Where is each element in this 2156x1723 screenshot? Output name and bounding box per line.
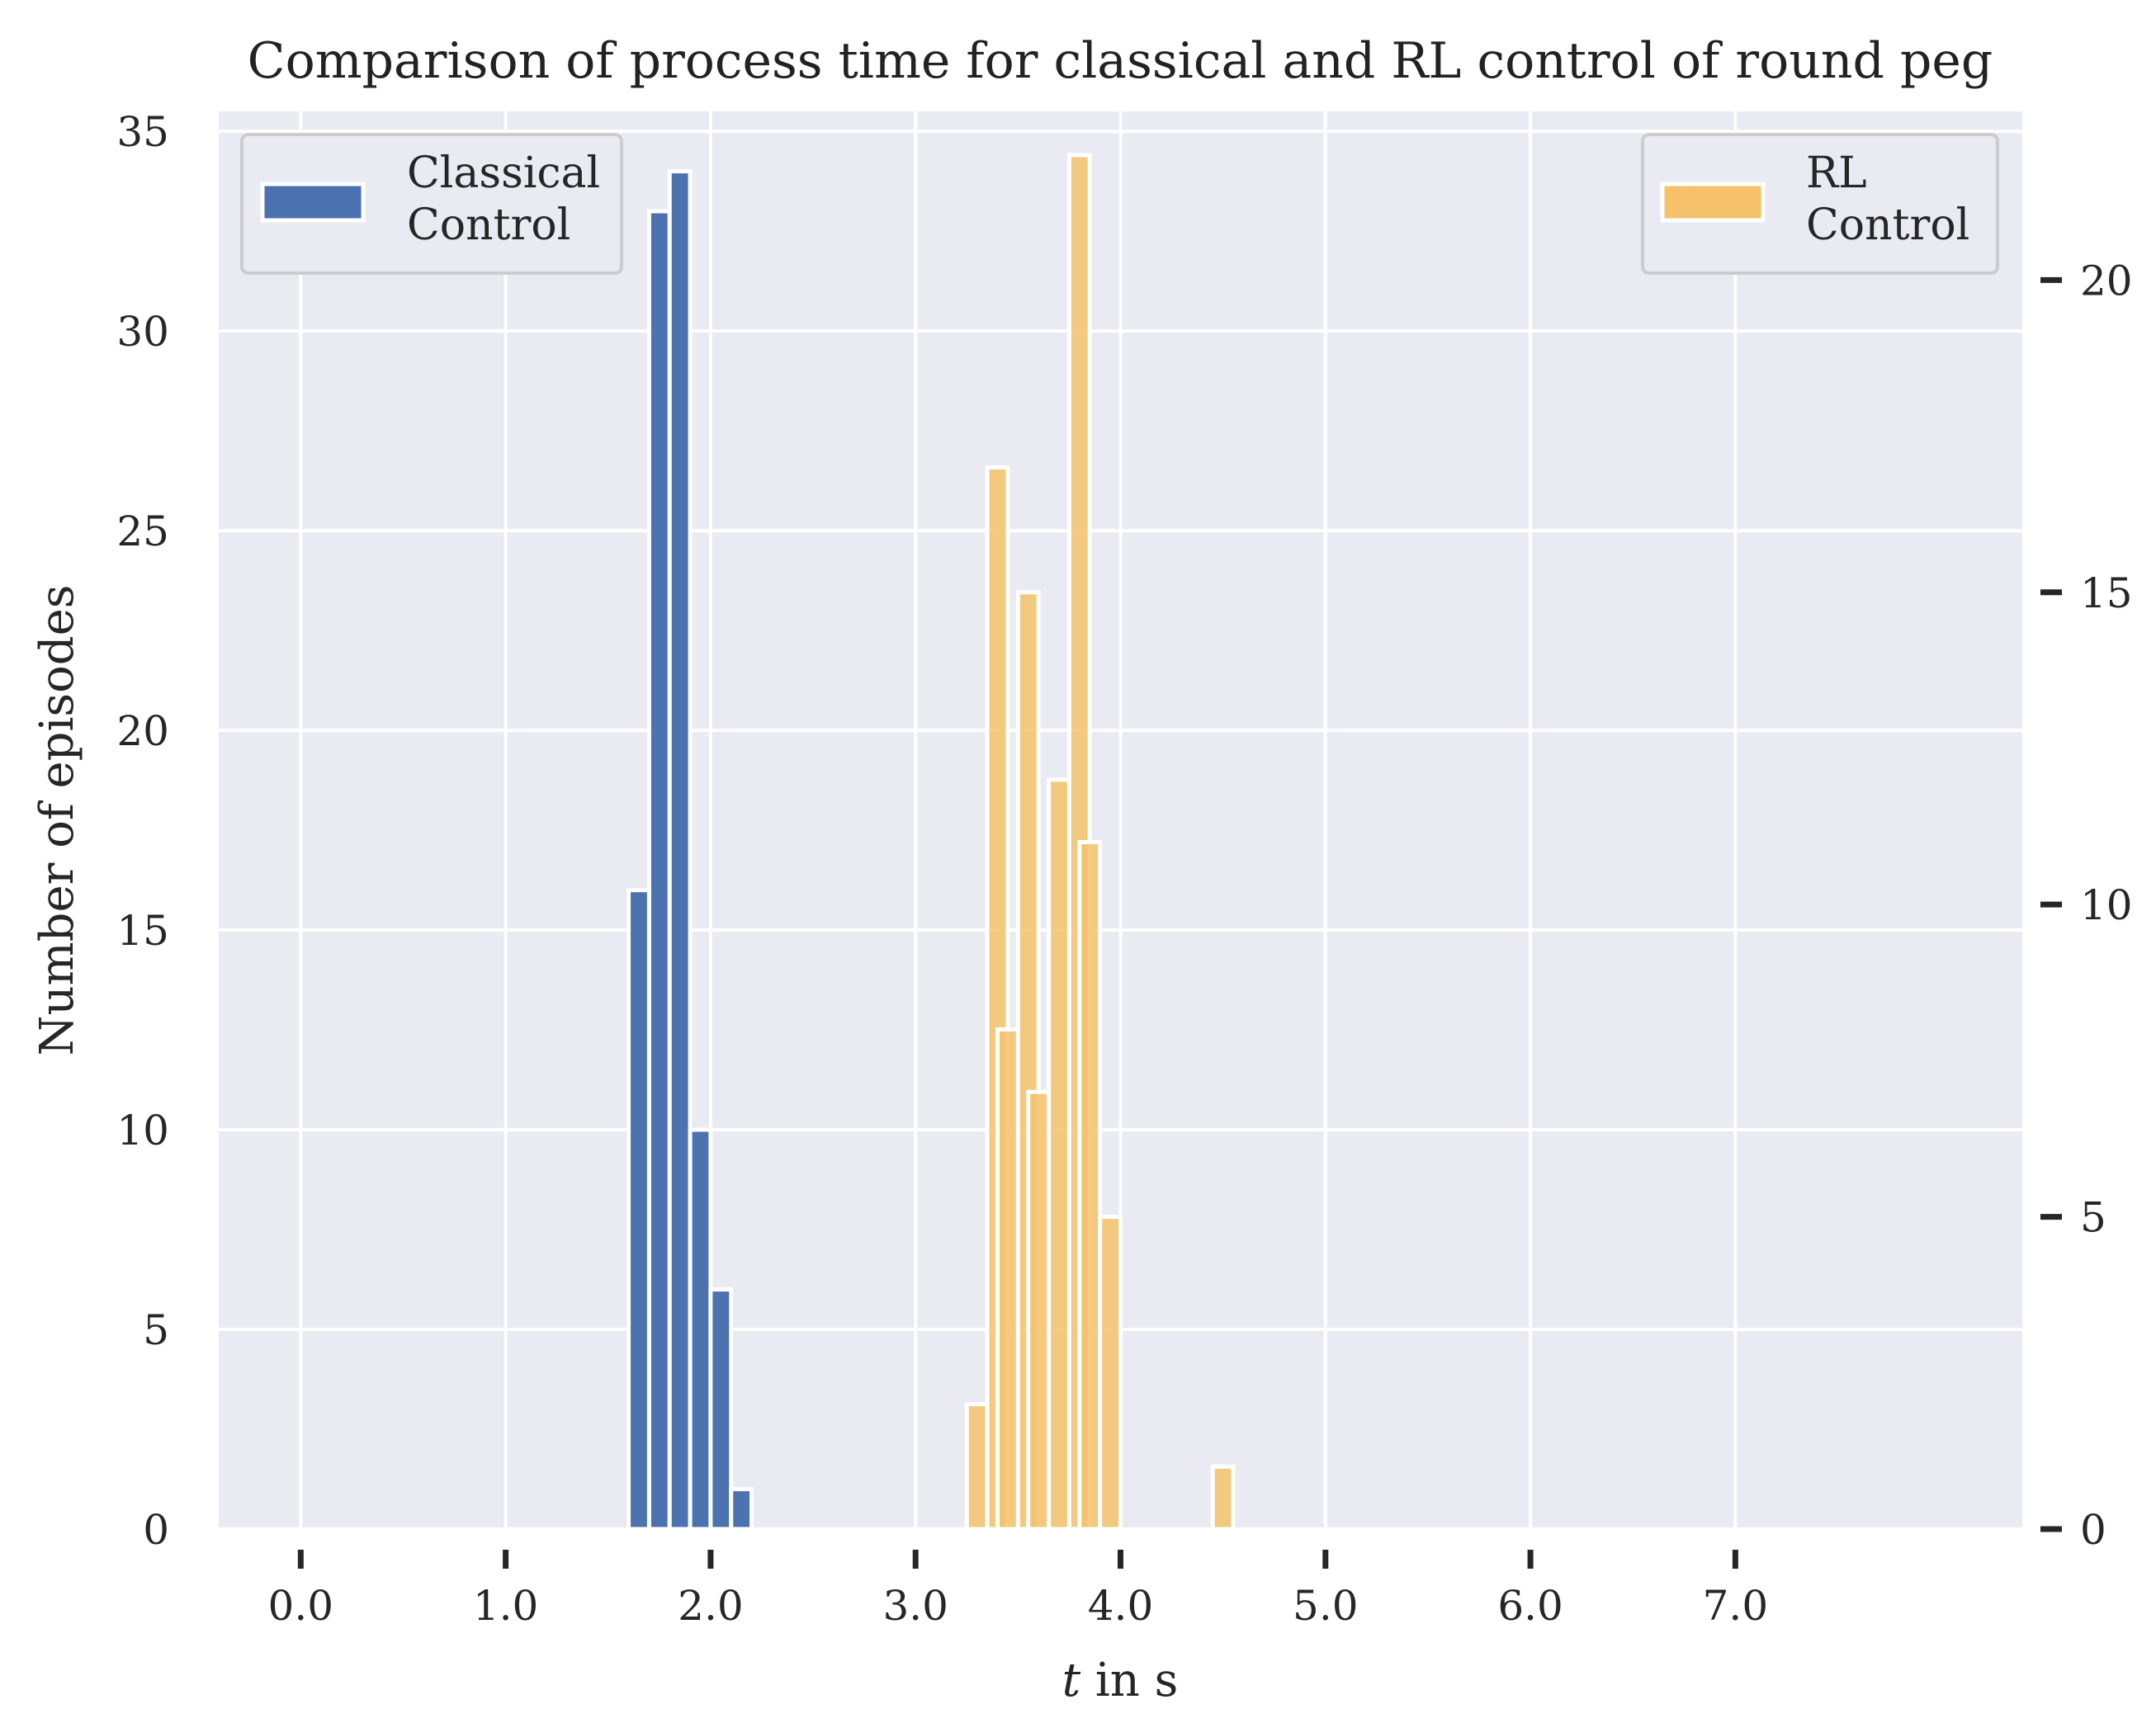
legend-rl-label-line2: Control: [1806, 201, 1969, 250]
rl-bar-5: RL Control: 3.7 s, 12: [1047, 777, 1071, 1532]
right-y-tick-label-1: 5: [2080, 1194, 2106, 1242]
rl-bar-2: RL Control: 3.45 s, 8: [995, 1027, 1020, 1532]
left-y-tick-label-7: 35: [116, 108, 169, 156]
rl-bar-7: RL Control: 3.85 s, 11: [1077, 839, 1103, 1532]
legend-rl-label-line1: RL: [1806, 149, 1867, 198]
right-y-tick-label-4: 20: [2080, 257, 2133, 304]
y-axis-label: Number of episodes: [31, 584, 84, 1055]
rl-bar-8: RL Control: 3.95 s, 5: [1098, 1215, 1123, 1532]
classical-bar-4: Classical Control: 2.05 s, 6: [708, 1287, 734, 1532]
legend-rl-frame: [1641, 133, 1999, 275]
classical-bar-1: Classical Control: 1.75 s, 33: [646, 209, 672, 1532]
legend-rl-swatch: [1660, 182, 1766, 223]
x-axis-label-variable: t: [1062, 1654, 1081, 1707]
left-y-tick-label-2: 10: [116, 1107, 169, 1154]
x-tick-label-7: 7.0: [1703, 1582, 1769, 1630]
classical-bar-3: Classical Control: 1.95 s, 10: [688, 1127, 713, 1532]
x-tick-label-3: 3.0: [882, 1582, 948, 1630]
x-axis-label-unit: in s: [1080, 1654, 1178, 1707]
rl-control-bars: RL Control: 3.3 s, 2RL Control: 3.4 s, 1…: [964, 153, 1236, 1532]
x-tick-label-2: 2.0: [678, 1582, 744, 1630]
legend-classical-label-line2: Control: [407, 201, 570, 250]
left-y-tick-label-1: 5: [143, 1306, 169, 1354]
left-y-tick-label-6: 30: [116, 308, 169, 356]
x-tick-label-1: 1.0: [473, 1582, 539, 1630]
left-y-tick-label-4: 20: [116, 707, 169, 755]
x-tick-label-5: 5.0: [1293, 1582, 1359, 1630]
rl-bar-9: RL Control: 4.5 s, 1: [1210, 1464, 1236, 1532]
rl-bar-0: RL Control: 3.3 s, 2: [964, 1402, 990, 1532]
classical-bar-2: Classical Control: 1.85 s, 34: [667, 169, 693, 1532]
right-y-tick-label-3: 15: [2080, 569, 2133, 617]
x-axis-label: t in s: [1062, 1654, 1179, 1707]
chart-title: Comparison of process time for classical…: [248, 32, 1993, 90]
left-y-tick-label-3: 15: [116, 907, 169, 955]
left-y-tick-label-0: 0: [143, 1506, 169, 1554]
right-y-tick-label-0: 0: [2080, 1506, 2106, 1554]
right-y-axis-ticks: 0 5 10 15 20: [2040, 257, 2133, 1554]
left-y-axis-ticks: 0 5 10 15 20 25 30 35: [116, 108, 169, 1554]
legend-classical-swatch: [260, 182, 366, 223]
rl-bar-4: RL Control: 3.6 s, 7: [1026, 1089, 1052, 1532]
x-tick-label-4: 4.0: [1088, 1582, 1154, 1630]
x-axis-ticks: 0.0 1.0 2.0 3.0 4.0 5.0 6.0 7.0: [268, 1550, 1769, 1630]
classical-bar-5: Classical Control: 2.15 s, 1: [729, 1487, 754, 1532]
legend-classical-label-line1: Classical: [407, 149, 600, 198]
x-tick-label-6: 6.0: [1497, 1582, 1563, 1630]
legend-classical-frame: [240, 133, 623, 275]
legend-classical: Classical Control: [240, 133, 623, 275]
classical-control-bars: Classical Control: 1.65 s, 16Classical C…: [626, 169, 754, 1532]
classical-bar-0: Classical Control: 1.65 s, 16: [626, 888, 651, 1532]
left-y-tick-label-5: 25: [116, 507, 169, 555]
legend-rl: RL Control: [1641, 133, 1999, 275]
x-tick-label-0: 0.0: [268, 1582, 334, 1630]
right-y-tick-label-2: 10: [2080, 881, 2133, 929]
